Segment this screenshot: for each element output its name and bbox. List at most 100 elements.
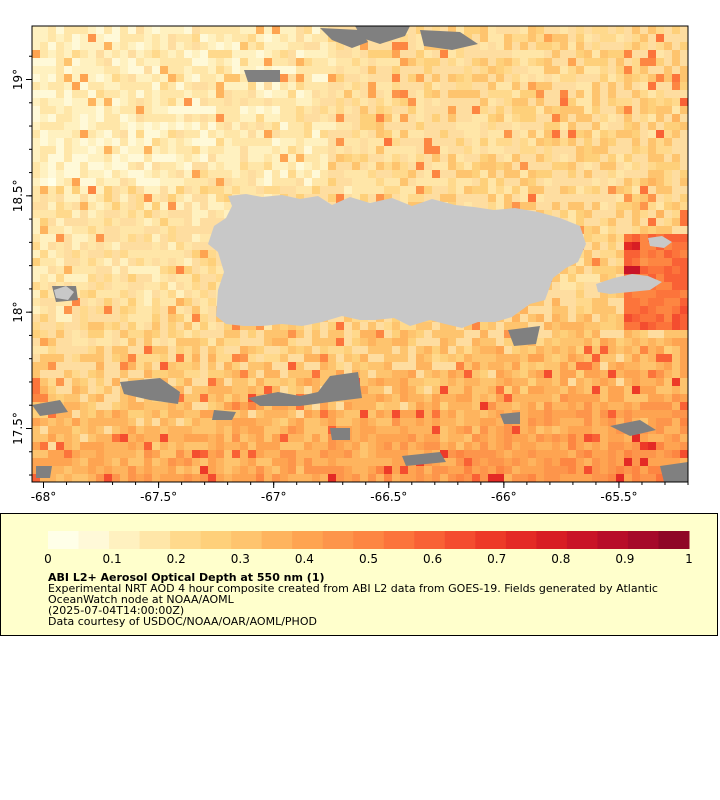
aod-cell: [600, 122, 608, 130]
aod-cell: [480, 34, 488, 42]
aod-cell: [664, 138, 672, 146]
aod-cell: [304, 450, 312, 458]
aod-cell: [352, 186, 360, 194]
aod-cell: [176, 306, 184, 314]
aod-cell: [376, 106, 384, 114]
aod-cell: [312, 58, 320, 66]
aod-cell: [640, 314, 648, 322]
aod-cell: [520, 442, 528, 450]
aod-cell: [112, 90, 120, 98]
aod-cell: [432, 114, 440, 122]
aod-cell: [32, 322, 40, 330]
aod-cell: [600, 130, 608, 138]
aod-cell: [320, 34, 328, 42]
aod-cell: [88, 354, 96, 362]
aod-cell: [312, 138, 320, 146]
aod-cell: [528, 418, 536, 426]
aod-cell: [616, 466, 624, 474]
aod-cell: [384, 450, 392, 458]
no-data-patch: [320, 28, 368, 48]
aod-cell: [160, 362, 168, 370]
aod-cell: [392, 170, 400, 178]
aod-cell: [48, 50, 56, 58]
aod-cell: [208, 170, 216, 178]
aod-cell: [592, 106, 600, 114]
aod-cell: [168, 58, 176, 66]
aod-cell: [576, 42, 584, 50]
aod-cell: [184, 338, 192, 346]
aod-cell: [304, 98, 312, 106]
aod-cell: [536, 154, 544, 162]
aod-cell: [136, 218, 144, 226]
aod-cell: [248, 122, 256, 130]
aod-cell: [208, 250, 216, 258]
aod-cell: [464, 362, 472, 370]
aod-cell: [120, 82, 128, 90]
aod-cell: [192, 106, 200, 114]
aod-cell: [64, 434, 72, 442]
aod-cell: [312, 26, 320, 34]
aod-cell: [552, 50, 560, 58]
aod-cell: [128, 306, 136, 314]
aod-cell: [632, 402, 640, 410]
aod-cell: [416, 50, 424, 58]
aod-cell: [304, 130, 312, 138]
aod-cell: [632, 226, 640, 234]
aod-cell: [448, 410, 456, 418]
aod-cell: [144, 162, 152, 170]
aod-cell: [160, 202, 168, 210]
aod-cell: [48, 66, 56, 74]
aod-cell: [264, 162, 272, 170]
aod-cell: [680, 426, 688, 434]
aod-cell: [456, 330, 464, 338]
aod-cell: [176, 98, 184, 106]
aod-cell: [112, 170, 120, 178]
aod-cell: [72, 146, 80, 154]
aod-cell: [592, 434, 600, 442]
aod-cell: [408, 426, 416, 434]
aod-cell: [168, 434, 176, 442]
aod-cell: [48, 346, 56, 354]
aod-cell: [280, 146, 288, 154]
aod-cell: [584, 330, 592, 338]
aod-cell: [272, 466, 280, 474]
aod-cell: [288, 106, 296, 114]
aod-cell: [48, 74, 56, 82]
aod-cell: [112, 354, 120, 362]
aod-cell: [320, 458, 328, 466]
aod-cell: [176, 426, 184, 434]
aod-cell: [424, 410, 432, 418]
aod-cell: [208, 322, 216, 330]
aod-cell: [176, 138, 184, 146]
aod-cell: [472, 146, 480, 154]
aod-cell: [256, 442, 264, 450]
aod-cell: [680, 194, 688, 202]
aod-cell: [664, 378, 672, 386]
aod-cell: [624, 122, 632, 130]
aod-cell: [208, 434, 216, 442]
aod-cell: [128, 330, 136, 338]
aod-cell: [608, 386, 616, 394]
aod-cell: [208, 386, 216, 394]
aod-cell: [96, 258, 104, 266]
aod-cell: [520, 106, 528, 114]
aod-cell: [184, 138, 192, 146]
aod-cell: [96, 26, 104, 34]
aod-cell: [328, 106, 336, 114]
aod-cell: [88, 146, 96, 154]
aod-cell: [664, 234, 672, 242]
aod-cell: [72, 458, 80, 466]
aod-cell: [88, 106, 96, 114]
aod-cell: [512, 362, 520, 370]
aod-cell: [184, 322, 192, 330]
aod-cell: [632, 434, 640, 442]
aod-cell: [64, 50, 72, 58]
aod-cell: [328, 330, 336, 338]
aod-cell: [608, 186, 616, 194]
aod-cell: [80, 402, 88, 410]
aod-cell: [616, 210, 624, 218]
aod-cell: [368, 50, 376, 58]
aod-cell: [280, 474, 288, 482]
aod-cell: [240, 50, 248, 58]
aod-cell: [504, 82, 512, 90]
